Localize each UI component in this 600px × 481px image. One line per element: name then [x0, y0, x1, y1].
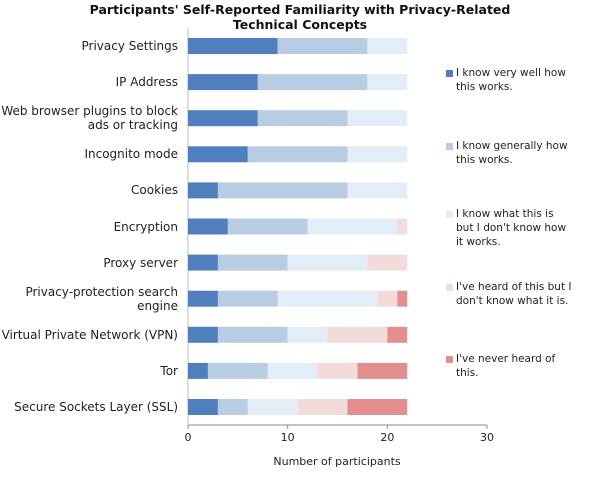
bar-segment — [257, 110, 348, 127]
bar-segment — [327, 326, 388, 343]
bar-segment — [188, 254, 218, 271]
bar-segment — [188, 218, 228, 235]
bar-segment — [257, 74, 368, 91]
bar-segment — [188, 74, 258, 91]
y-tick-label: Incognito mode — [84, 147, 178, 162]
bar-segment — [347, 182, 408, 199]
bar-segment — [188, 182, 218, 199]
bar-segment — [227, 218, 308, 235]
bar-segment — [207, 362, 268, 379]
legend-swatch — [446, 143, 453, 150]
y-tick-label: Encryption — [113, 219, 178, 234]
bar-segment — [287, 254, 368, 271]
bar-segment — [277, 290, 378, 307]
bar-segment — [247, 399, 298, 415]
bar-segment — [188, 290, 218, 307]
y-tick-label: Proxy server — [103, 255, 178, 270]
bar-segment — [188, 362, 208, 379]
x-tick-label: 30 — [480, 431, 494, 444]
y-tick-label: Tor — [160, 363, 178, 378]
bar-segment — [287, 326, 328, 343]
bar-segment — [217, 182, 348, 199]
bar-segment — [347, 399, 408, 415]
y-tick-label: IP Address — [115, 75, 178, 90]
y-tick-label: Web browser plugins to block ads or trac… — [1, 104, 178, 133]
bar-segment — [267, 362, 318, 379]
chart-title: Participants' Self-Reported Familiarity … — [89, 2, 511, 32]
bar-segment — [188, 38, 278, 54]
bar-segment — [277, 38, 368, 54]
bar-segment — [387, 326, 408, 343]
y-tick-label: Privacy-protection search engine — [25, 284, 178, 313]
y-tick-label: Secure Sockets Layer (SSL) — [14, 400, 178, 414]
bar-segment — [188, 110, 258, 127]
bar-segment — [217, 290, 278, 307]
x-tick-label: 20 — [380, 431, 394, 444]
legend-swatch — [446, 284, 453, 291]
x-tick-label: 10 — [281, 431, 295, 444]
y-tick-label: Virtual Private Network (VPN) — [1, 327, 178, 342]
bar-segment — [307, 218, 398, 235]
y-tick-label: Privacy Settings — [81, 39, 178, 53]
legend-label: I know what this is but I don't know how… — [456, 208, 567, 248]
bar-segment — [297, 399, 348, 415]
legend-swatch — [446, 211, 453, 218]
legend-swatch — [446, 356, 453, 363]
bar-segment — [377, 290, 398, 307]
bar-segment — [347, 146, 408, 163]
legend-label: I've never heard of this. — [456, 353, 556, 379]
bar-segment — [188, 326, 218, 343]
bar-segment — [188, 399, 218, 415]
bar-segment — [367, 74, 408, 91]
legend-label: I've heard of this but I don't know what… — [456, 281, 572, 307]
x-axis-title: Number of participants — [273, 455, 401, 468]
bar-segment — [367, 254, 408, 271]
bar-segment — [347, 110, 408, 127]
bar-segment — [217, 326, 288, 343]
bar-segment — [217, 254, 288, 271]
bar-segment — [357, 362, 408, 379]
bar-segment — [397, 290, 408, 307]
y-tick-label: Cookies — [131, 183, 178, 198]
legend-swatch — [446, 70, 453, 77]
bar-segment — [217, 399, 248, 415]
legend-label: I know very well how this works. — [456, 67, 566, 93]
x-tick-label: 0 — [185, 431, 192, 444]
bar-segment — [317, 362, 358, 379]
bar-segment — [397, 218, 408, 235]
bar-segment — [188, 146, 248, 163]
bar-segment — [367, 38, 408, 54]
legend-label: I know generally how this works. — [456, 140, 568, 166]
bar-segment — [247, 146, 348, 163]
